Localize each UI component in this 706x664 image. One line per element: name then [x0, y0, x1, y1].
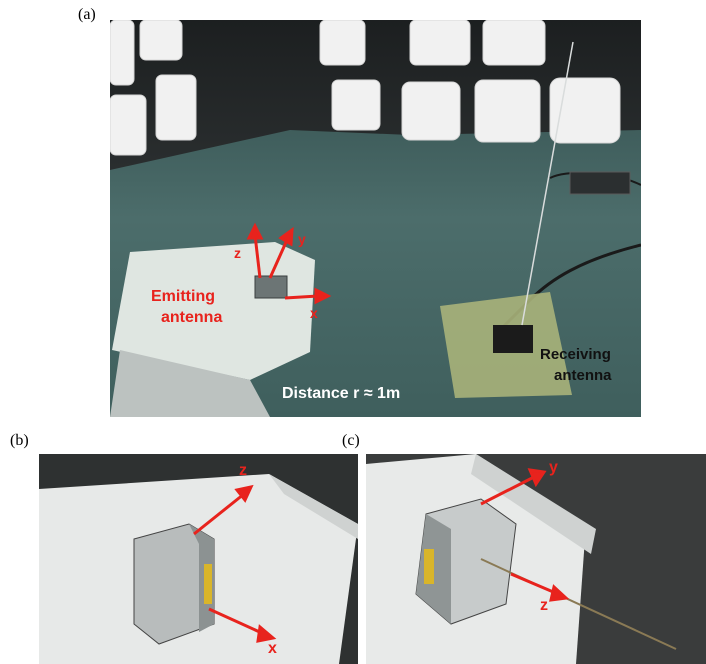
receiving-label-line1: Receiving [540, 346, 611, 363]
panel-label-a: (a) [78, 6, 96, 23]
axis-label-z-c: z [540, 597, 548, 614]
antenna-scene-b [39, 454, 358, 664]
axis-arrows [246, 222, 332, 305]
axis-label-y-c: y [549, 459, 558, 476]
antenna-scene-c [366, 454, 706, 664]
axis-label-x-b: x [268, 640, 277, 657]
receiving-antenna-rod [521, 41, 574, 326]
distance-label: Distance r ≈ 1m [282, 385, 401, 402]
receiving-antenna-box [493, 325, 533, 353]
photo-antenna-orientation-c: y z [366, 454, 706, 664]
axis-label-x: x [310, 305, 318, 321]
axis-arrows-b [193, 484, 277, 643]
photo-antenna-orientation-b: z x [39, 454, 358, 664]
receiving-label-line2: antenna [554, 367, 612, 384]
axis-label-z: z [234, 245, 241, 261]
emitting-label-line2: antenna [161, 309, 223, 326]
absorber-panels [110, 20, 621, 156]
axis-arrows-c [480, 468, 570, 602]
axis-label-z-b: z [239, 462, 247, 479]
emitting-label-line1: Emitting [151, 288, 215, 305]
panel-label-b: (b) [10, 432, 29, 449]
chamber-scene [110, 20, 641, 417]
panel-label-c: (c) [342, 432, 360, 449]
photo-anechoic-chamber: z y x Emitting antenna Receiving antenna… [110, 20, 641, 417]
axis-label-y: y [298, 231, 306, 247]
emitting-antenna-box [254, 275, 288, 299]
